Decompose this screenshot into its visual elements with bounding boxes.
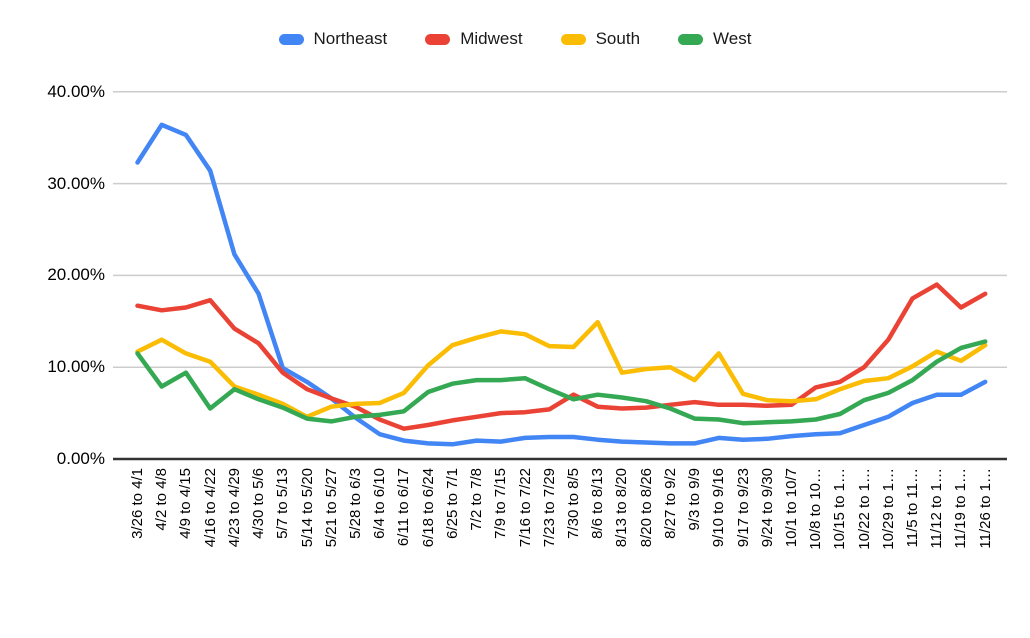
x-tick-label: 5/14 to 5/20 xyxy=(298,468,316,548)
x-tick-label: 4/30 to 5/6 xyxy=(250,468,268,539)
x-tick-label: 4/9 to 4/15 xyxy=(177,468,195,539)
x-tick-label: 6/18 to 6/24 xyxy=(419,468,437,548)
y-tick-label: 10.00% xyxy=(47,357,105,377)
legend-item-west[interactable]: West xyxy=(678,29,751,49)
y-tick-label: 40.00% xyxy=(47,81,105,101)
x-tick-label: 9/3 to 9/9 xyxy=(686,468,704,531)
series-line-northeast[interactable] xyxy=(135,122,988,447)
x-tick-label: 10/29 to 1… xyxy=(879,468,897,550)
x-tick-label: 10/22 to 1… xyxy=(855,468,873,550)
x-tick-label: 9/24 to 9/30 xyxy=(758,468,776,548)
legend-swatch-south xyxy=(560,33,586,45)
y-tick-label: 20.00% xyxy=(47,265,105,285)
series-line-midwest[interactable] xyxy=(135,282,988,431)
x-tick-label: 11/26 to 1… xyxy=(976,468,994,549)
x-tick-label: 11/5 to 11… xyxy=(904,468,922,548)
x-tick-label: 4/23 to 4/29 xyxy=(225,468,243,548)
x-tick-label: 8/27 to 9/2 xyxy=(661,468,679,539)
x-tick-label: 4/16 to 4/22 xyxy=(201,468,219,548)
legend-swatch-midwest xyxy=(425,33,451,45)
legend-item-midwest[interactable]: Midwest xyxy=(425,29,523,49)
x-tick-label: 8/13 to 8/20 xyxy=(613,468,631,548)
x-tick-label: 7/23 to 7/29 xyxy=(540,468,558,548)
legend-label: Midwest xyxy=(460,29,523,48)
x-tick-label: 7/2 to 7/8 xyxy=(468,468,486,531)
chart-legend: Northeast Midwest South West xyxy=(0,26,1030,52)
x-tick-label: 7/30 to 8/5 xyxy=(564,468,582,539)
x-tick-label: 8/20 to 8/26 xyxy=(637,468,655,548)
x-tick-label: 10/1 to 10/7 xyxy=(782,468,800,548)
y-tick-label: 30.00% xyxy=(47,173,105,193)
x-tick-label: 10/15 to 1… xyxy=(831,468,849,550)
x-tick-label: 4/2 to 4/8 xyxy=(153,468,171,531)
x-tick-label: 10/8 to 10… xyxy=(807,468,825,550)
legend-swatch-northeast xyxy=(278,33,304,45)
y-tick-label: 0.00% xyxy=(56,449,105,468)
x-tick-label: 6/25 to 7/1 xyxy=(443,468,461,539)
x-tick-label: 9/17 to 9/23 xyxy=(734,468,752,548)
x-tick-label: 6/11 to 6/17 xyxy=(395,468,413,547)
legend-label: Northeast xyxy=(313,29,388,48)
x-tick-label: 7/9 to 7/15 xyxy=(492,468,510,539)
legend-item-northeast[interactable]: Northeast xyxy=(278,29,388,49)
x-tick-label: 3/26 to 4/1 xyxy=(129,468,146,539)
x-tick-label: 5/21 to 5/27 xyxy=(322,468,340,548)
x-tick-label: 6/4 to 6/10 xyxy=(371,468,389,539)
legend-swatch-west xyxy=(678,33,704,45)
x-tick-label: 5/28 to 6/3 xyxy=(346,468,364,539)
x-tick-label: 11/12 to 1… xyxy=(928,468,946,549)
x-tick-label: 11/19 to 1… xyxy=(952,468,970,549)
x-tick-label: 9/10 to 9/16 xyxy=(710,468,728,548)
x-tick-label: 5/7 to 5/13 xyxy=(274,468,292,539)
legend-label: West xyxy=(713,29,752,48)
series-line-south[interactable] xyxy=(135,319,988,420)
series-line-west[interactable] xyxy=(135,339,988,426)
x-tick-label: 8/6 to 8/13 xyxy=(589,468,607,539)
legend-label: South xyxy=(595,29,641,48)
x-tick-label: 7/16 to 7/22 xyxy=(516,468,534,548)
legend-item-south[interactable]: South xyxy=(560,29,641,49)
